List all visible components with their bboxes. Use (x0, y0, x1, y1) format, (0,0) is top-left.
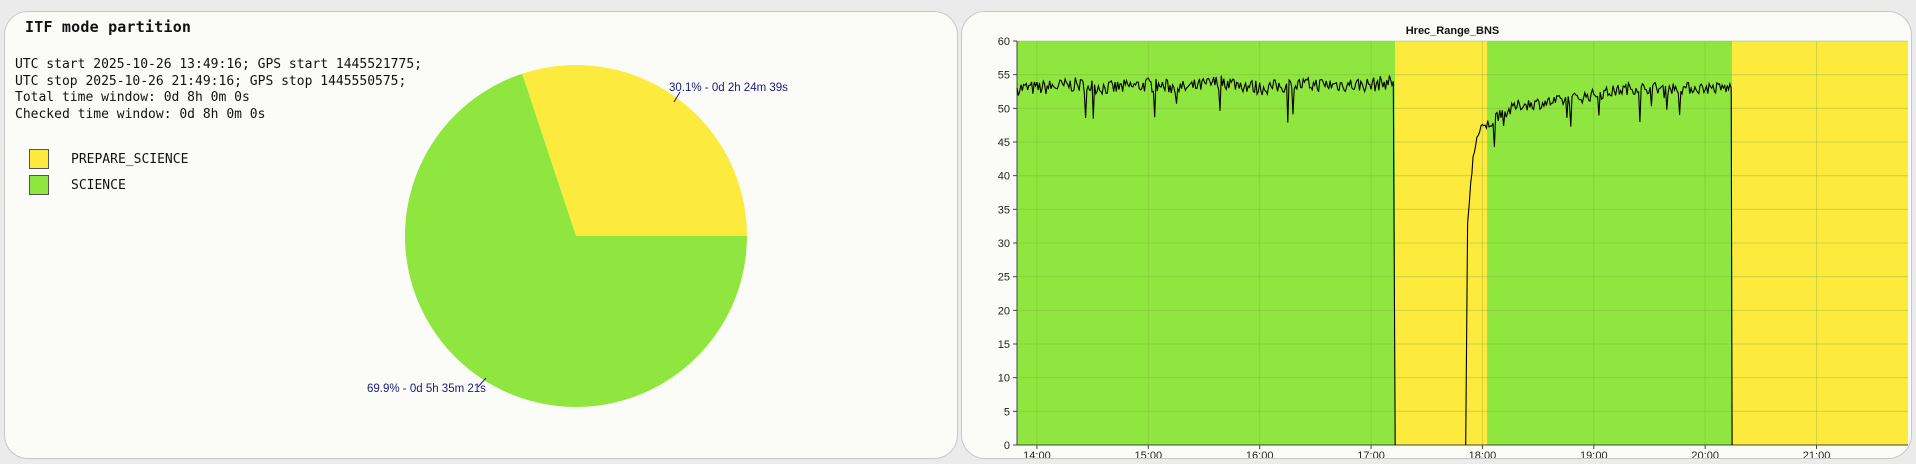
x-tick-label: 21:00 (1803, 450, 1831, 459)
x-tick-label: 15:00 (1135, 450, 1163, 459)
legend-swatch (29, 149, 49, 169)
state-band (1017, 41, 1396, 445)
y-tick-label: 5 (1004, 406, 1010, 418)
series-line (1016, 75, 1394, 123)
panel-title: ITF mode partition (25, 18, 192, 36)
slice-label: 30.1% - 0d 2h 24m 39s (669, 82, 788, 94)
y-tick-label: 20 (998, 305, 1010, 317)
y-tick-label: 60 (998, 36, 1010, 48)
series-line (1392, 81, 1396, 446)
info-line: Total time window: 0d 8h 0m 0s (15, 90, 250, 105)
slice-label-leader (477, 377, 487, 388)
x-tick-label: 19:00 (1580, 450, 1608, 459)
legend-swatch (29, 175, 49, 195)
mode-partition-panel: ITF mode partition UTC start 2025-10-26 … (4, 11, 958, 459)
line-chart: 0 5 10 15 20 25 30 35 40 45 50 55 60 14:00 15:00 16:00 1… (998, 25, 1908, 459)
y-tick-label: 0 (1004, 440, 1010, 452)
y-tick-label: 30 (998, 238, 1010, 250)
x-tick-label: 20:00 (1691, 450, 1719, 459)
y-tick-label: 15 (998, 339, 1010, 351)
legend-label: SCIENCE (71, 178, 126, 193)
info-line: Checked time window: 0d 8h 0m 0s (15, 106, 266, 122)
state-band (1732, 41, 1908, 445)
legend-label: PREPARE_SCIENCE (71, 152, 189, 167)
y-tick-label: 50 (998, 103, 1010, 115)
pie-slice (404, 73, 747, 407)
x-tick-label: 14:00 (1023, 450, 1051, 459)
y-tick-label: 25 (998, 272, 1010, 284)
x-tick-label: 18:00 (1469, 450, 1497, 459)
hrec-range-panel: 0 5 10 15 20 25 30 35 40 45 50 55 60 14:00 15:00 16:00 1… (961, 11, 1912, 459)
pie-chart: 30.1% - 0d 2h 24m 39s 69.9% - 0d 5h 35m 2… (367, 64, 788, 407)
info-line: UTC start 2025-10-26 13:49:16; GPS start… (15, 57, 422, 72)
y-tick-label: 45 (998, 137, 1010, 149)
series-line (1730, 88, 1733, 446)
chart-title: Hrec_Range_BNS (1406, 25, 1500, 37)
info-line: UTC stop 2025-10-26 21:49:16; GPS stop 1… (15, 73, 407, 89)
pie-slice (522, 64, 747, 236)
slice-label: 69.9% - 0d 5h 35m 21s (367, 383, 486, 395)
x-tick-label: 16:00 (1246, 450, 1274, 459)
y-tick-label: 40 (998, 171, 1010, 183)
x-tick-label: 17:00 (1357, 450, 1385, 459)
slice-label-leader (673, 91, 681, 103)
y-tick-label: 55 (998, 70, 1010, 82)
y-tick-label: 35 (998, 204, 1010, 216)
time-window-info: UTC start 2025-10-26 13:49:16; GPS start… (15, 57, 422, 123)
y-tick-label: 10 (998, 373, 1010, 385)
series-line (1465, 81, 1732, 446)
state-band (1395, 41, 1488, 445)
